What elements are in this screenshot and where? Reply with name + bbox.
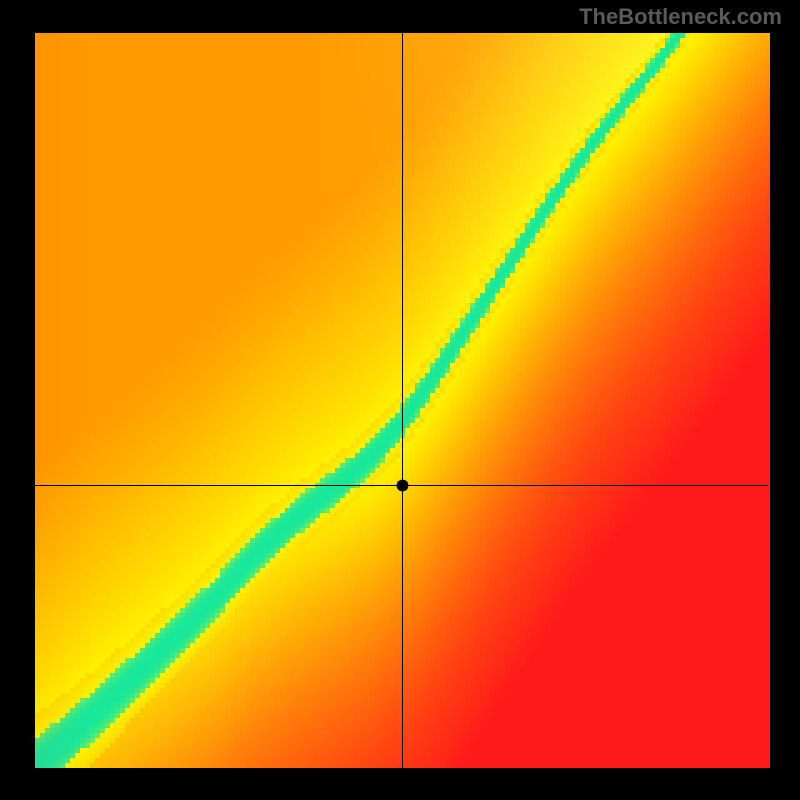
heatmap-canvas: [0, 0, 800, 800]
chart-container: TheBottleneck.com: [0, 0, 800, 800]
watermark-text: TheBottleneck.com: [579, 4, 782, 30]
